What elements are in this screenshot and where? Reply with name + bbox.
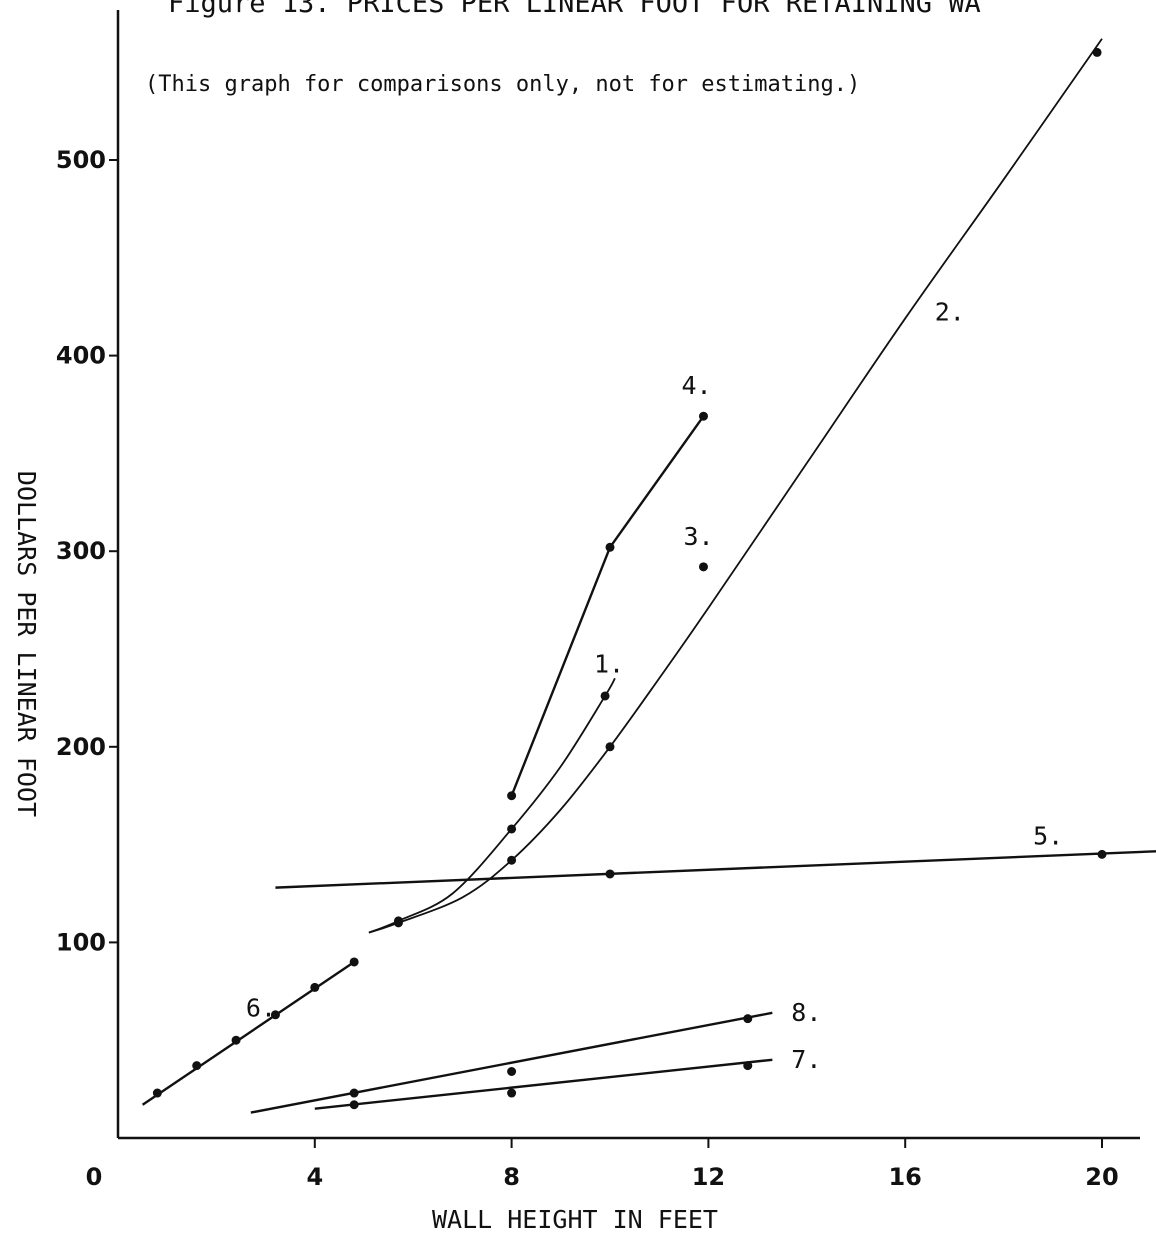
series-lines xyxy=(141,38,1156,1114)
series-1-line xyxy=(368,677,616,934)
series-points xyxy=(152,47,1107,1110)
y-tick-label: 400 xyxy=(56,342,106,370)
series-4-point xyxy=(698,411,708,421)
series-2-label: 2. xyxy=(935,297,965,326)
series-1-label: 1. xyxy=(594,649,624,678)
series-6-point xyxy=(310,982,320,992)
series-1-point xyxy=(600,691,610,701)
series-4-line xyxy=(510,415,705,797)
x-tick-label: 16 xyxy=(888,1163,921,1191)
x-tick-label: 0 xyxy=(86,1163,103,1191)
series-8-point xyxy=(743,1014,753,1024)
axes: 0 4 8 12 16 20 100 200 300 400 500 xyxy=(56,10,1140,1191)
series-6-label: 6. xyxy=(246,994,276,1023)
y-tick-label: 200 xyxy=(56,733,106,761)
series-6-point xyxy=(192,1061,202,1071)
series-7-point xyxy=(743,1061,753,1071)
series-6-point xyxy=(349,957,359,967)
chart-title: Figure 13. PRICES PER LINEAR FOOT FOR RE… xyxy=(168,0,981,19)
series-8-point xyxy=(507,1066,517,1076)
series-7-point xyxy=(349,1100,359,1110)
series-labels: 1. 2. 3. 4. 5. 6. 7. 8. xyxy=(246,297,1063,1073)
chart-subtitle: (This graph for comparisons only, not fo… xyxy=(145,72,860,97)
series-7-line xyxy=(314,1058,773,1110)
series-6-point xyxy=(231,1035,241,1045)
y-axis-label: DOLLARS PER LINEAR FOOT xyxy=(12,471,41,817)
series-6-point xyxy=(270,1010,280,1020)
series-2-point xyxy=(507,855,517,865)
series-5-label: 5. xyxy=(1033,822,1063,851)
x-tick-label: 4 xyxy=(306,1163,323,1191)
series-8-label: 8. xyxy=(791,998,821,1027)
series-5-point xyxy=(605,869,615,879)
series-8-point xyxy=(349,1088,359,1098)
x-tick-label: 8 xyxy=(503,1163,520,1191)
series-6-line xyxy=(141,960,355,1106)
y-tick-label: 300 xyxy=(56,537,106,565)
x-tick-label: 20 xyxy=(1085,1163,1118,1191)
series-5-line xyxy=(275,850,1156,889)
y-tick-label: 500 xyxy=(56,146,106,174)
series-4-point xyxy=(605,542,615,552)
series-2-point xyxy=(605,742,615,752)
series-8-line xyxy=(250,1011,773,1114)
series-4-label: 4. xyxy=(681,371,711,400)
series-7-label: 7. xyxy=(791,1045,821,1074)
series-7-point xyxy=(507,1088,517,1098)
series-6-point xyxy=(152,1088,162,1098)
series-4-point xyxy=(507,791,517,801)
y-tick-label: 100 xyxy=(56,928,106,956)
series-2-line xyxy=(368,38,1103,934)
series-5-point xyxy=(1097,849,1107,859)
x-axis-label: WALL HEIGHT IN FEET xyxy=(432,1205,718,1234)
series-1-point xyxy=(507,824,517,834)
x-tick-label: 12 xyxy=(692,1163,725,1191)
series-3-label: 3. xyxy=(683,522,713,551)
series-3-point xyxy=(698,562,708,572)
series-2-point xyxy=(1092,47,1102,57)
series-2-point xyxy=(393,918,403,928)
